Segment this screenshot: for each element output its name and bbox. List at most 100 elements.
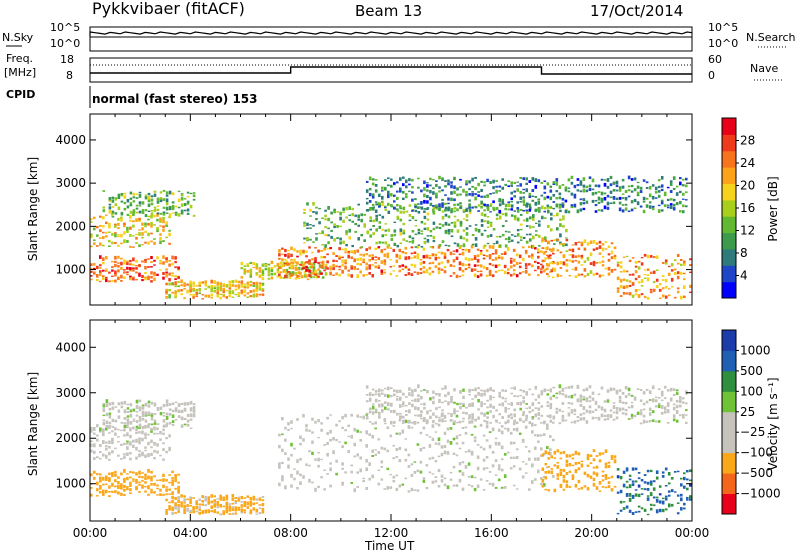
- power-echo-cell: [609, 196, 613, 199]
- power-echo-cell: [252, 285, 256, 287]
- power-echo-cell: [577, 260, 581, 264]
- power-echo-cell: [210, 279, 213, 284]
- velocity-echo-cell: [500, 458, 504, 461]
- power-echo-cell: [252, 293, 256, 295]
- power-echo-cell: [476, 248, 480, 251]
- velocity-echo-cell: [642, 391, 646, 395]
- power-echo-cell: [543, 259, 546, 262]
- velocity-echo-cell: [105, 412, 109, 417]
- power-echo-cell: [417, 211, 421, 214]
- power-echo-cell: [550, 207, 553, 209]
- power-echo-cell: [534, 201, 538, 206]
- power-echo-cell: [428, 266, 432, 270]
- power-echo-cell: [621, 185, 625, 189]
- velocity-echo-cell: [195, 510, 198, 513]
- velocity-echo-cell: [501, 389, 504, 392]
- velocity-echo-cell: [296, 487, 299, 490]
- velocity-echo-cell: [456, 402, 459, 406]
- velocity-echo-cell: [628, 509, 632, 513]
- velocity-echo-cell: [356, 414, 359, 418]
- power-echo-cell: [476, 270, 480, 273]
- velocity-echo-cell: [666, 422, 670, 424]
- velocity-echo-cell: [645, 420, 649, 423]
- velocity-echo-cell: [537, 469, 540, 474]
- power-echo-cell: [483, 213, 487, 217]
- velocity-echo-cell: [634, 511, 638, 513]
- power-echo-cell: [321, 276, 325, 279]
- velocity-echo-cell: [398, 432, 402, 436]
- power-echo-cell: [371, 182, 375, 186]
- power-echo-cell: [312, 241, 315, 243]
- power-echo-cell: [359, 257, 362, 261]
- power-echo-cell: [363, 223, 366, 226]
- velocity-echo-cell: [216, 498, 219, 500]
- velocity-echo-cell: [471, 413, 474, 418]
- power-echo-cell: [550, 261, 554, 264]
- velocity-echo-cell: [359, 456, 362, 460]
- velocity-echo-cell: [479, 478, 483, 481]
- velocity-echo-cell: [177, 485, 180, 489]
- power-echo-cell: [423, 180, 426, 185]
- power-echo-cell: [282, 265, 286, 267]
- power-echo-cell: [108, 239, 111, 243]
- power-echo-cell: [444, 202, 447, 205]
- velocity-echo-cell: [156, 443, 159, 447]
- velocity-echo-cell: [387, 402, 390, 406]
- velocity-echo-cell: [171, 512, 174, 515]
- power-echo-cell: [422, 266, 426, 269]
- velocity-echo-cell: [435, 392, 438, 396]
- power-echo-cell: [120, 193, 124, 196]
- power-echo-cell: [640, 285, 644, 287]
- power-echo-cell: [450, 222, 454, 224]
- velocity-echo-cell: [441, 418, 444, 423]
- power-echo-cell: [344, 251, 347, 254]
- velocity-echo-cell: [544, 450, 548, 454]
- power-echo-cell: [525, 225, 529, 227]
- velocity-echo-cell: [108, 445, 111, 449]
- power-echo-cell: [363, 213, 366, 216]
- velocity-echo-cell: [243, 511, 247, 514]
- velocity-echo-cell: [483, 420, 486, 422]
- power-echo-cell: [401, 251, 405, 253]
- power-echo-cell: [162, 255, 165, 259]
- velocity-echo-cell: [461, 441, 465, 445]
- power-echo-cell: [534, 269, 537, 272]
- power-echo-cell: [512, 264, 516, 267]
- velocity-echo-cell: [468, 414, 471, 418]
- power-echo-cell: [153, 208, 157, 212]
- velocity-echo-cell: [374, 453, 377, 456]
- velocity-echo-cell: [512, 441, 516, 445]
- power-echo-cell: [679, 190, 682, 194]
- power-echo-cell: [495, 185, 498, 188]
- velocity-echo-cell: [477, 387, 480, 390]
- velocity-echo-cell: [470, 485, 474, 488]
- velocity-echo-cell: [574, 469, 578, 471]
- velocity-echo-cell: [501, 396, 504, 400]
- power-echo-cell: [162, 276, 165, 280]
- velocity-echo-cell: [591, 416, 595, 420]
- velocity-echo-cell: [329, 484, 332, 488]
- power-echo-cell: [555, 197, 559, 200]
- power-echo-cell: [468, 206, 471, 209]
- velocity-echo-cell: [374, 449, 377, 451]
- power-echo-cell: [591, 199, 595, 203]
- velocity-echo-cell: [577, 467, 581, 471]
- velocity-echo-cell: [422, 477, 426, 480]
- power-echo-cell: [667, 272, 671, 276]
- power-echo-cell: [329, 266, 332, 271]
- velocity-echo-cell: [434, 460, 438, 463]
- velocity-echo-cell: [353, 442, 356, 447]
- power-echo-cell: [432, 205, 435, 207]
- velocity-echo-cell: [108, 477, 111, 481]
- power-echo-cell: [612, 201, 616, 204]
- velocity-echo-cell: [571, 453, 575, 456]
- velocity-echo-cell: [135, 456, 138, 460]
- velocity-echo-cell: [654, 396, 658, 398]
- velocity-echo-cell: [624, 412, 628, 416]
- power-echo-cell: [336, 211, 339, 213]
- velocity-echo-cell: [411, 403, 414, 408]
- velocity-echo-cell: [585, 397, 589, 400]
- power-echo-cell: [159, 269, 162, 271]
- power-echo-cell: [326, 248, 329, 250]
- power-echo-cell: [510, 191, 513, 195]
